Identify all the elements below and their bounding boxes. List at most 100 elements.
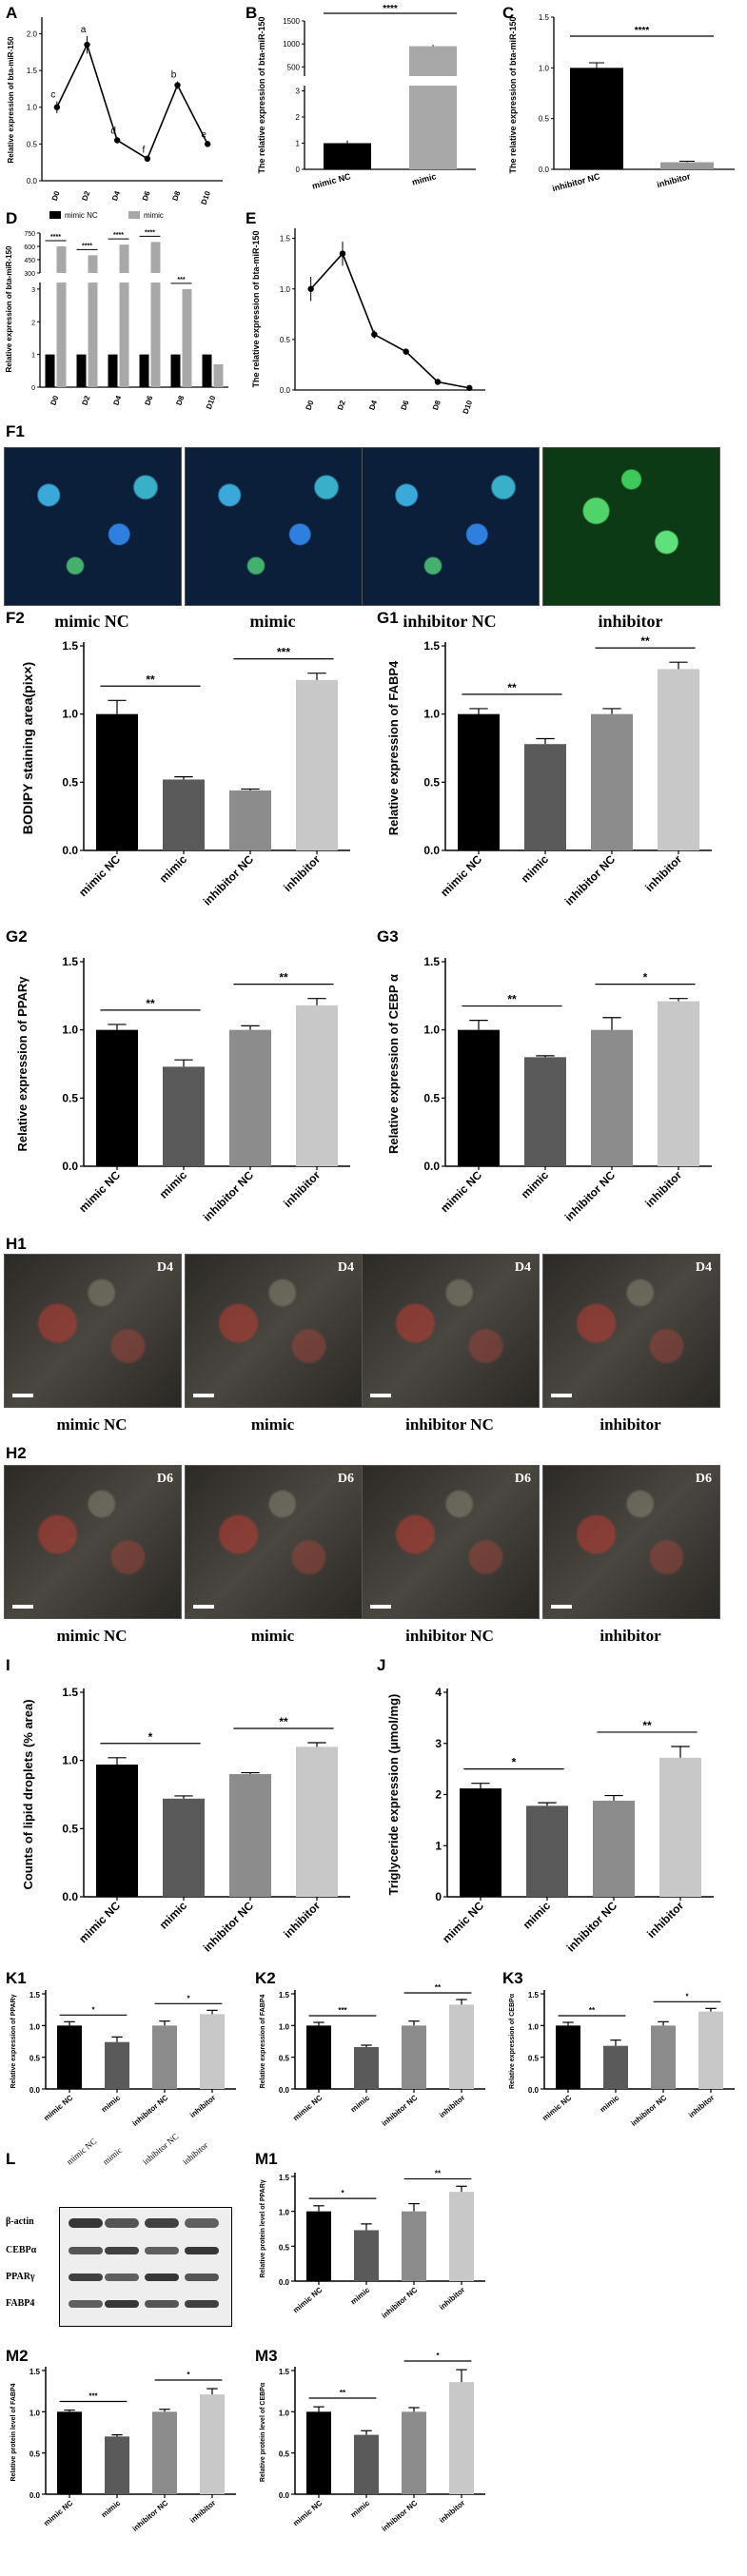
x-tick-label: inhibitor xyxy=(281,1168,323,1210)
y-tick-label: 0.0 xyxy=(539,166,550,174)
oil-red-image: D4 xyxy=(185,1254,363,1408)
panel-label-g2: G2 xyxy=(6,927,28,946)
bar xyxy=(402,2211,426,2281)
y-tick-label: 1 xyxy=(435,1839,442,1852)
y-axis-label: The relative expression of bta-miR-150 xyxy=(257,16,266,173)
y-axis-label: The relative expression of bta-miR-150 xyxy=(251,230,261,387)
x-tick-label: inhibitor xyxy=(644,1899,686,1941)
y-tick-label: 0.5 xyxy=(279,2055,290,2063)
x-tick-label: D10 xyxy=(205,394,218,410)
significance-mark: *** xyxy=(88,2392,98,2401)
x-tick-label: mimic xyxy=(349,2093,372,2114)
data-point xyxy=(403,348,409,355)
significance-mark: **** xyxy=(50,234,61,241)
oil-red-image: D4 xyxy=(4,1254,182,1408)
y-tick-label: 3 xyxy=(296,88,301,96)
fluorescence-caption: mimic xyxy=(249,612,296,631)
significance-mark: **** xyxy=(635,26,650,36)
data-point xyxy=(339,250,346,257)
panel-label-l: L xyxy=(6,2150,16,2168)
bar-mimic xyxy=(182,288,192,387)
y-tick-label: 0 xyxy=(435,1890,442,1903)
x-tick-label: mimic xyxy=(349,2285,372,2306)
y-axis-label: Relative expression of bta-miR-150 xyxy=(5,245,13,372)
x-tick-label: D8 xyxy=(431,399,442,411)
chart-a: 0.0 0.5 1.0 1.5 2.0 c D0 a D2 d D4 f D6 b D8 e D10 Relati… xyxy=(7,17,223,205)
y-tick-label: 1.0 xyxy=(62,708,78,721)
bar xyxy=(96,1764,138,1897)
data-point xyxy=(53,104,61,110)
bar xyxy=(163,1798,205,1897)
oil-red-image: D6 xyxy=(362,1465,540,1619)
bar xyxy=(229,1029,271,1166)
y-tick-label: 0.5 xyxy=(62,775,78,789)
x-tick-label: mimic NC xyxy=(291,2285,324,2314)
x-tick-label: mimic xyxy=(521,1899,554,1932)
significance-mark: * xyxy=(685,1992,689,2000)
y-tick-label: 0.5 xyxy=(539,115,550,124)
x-tick-label: mimic xyxy=(519,1168,552,1201)
significance-mark: * xyxy=(187,2371,190,2379)
y-axis-label: Relative expression of CEBP α xyxy=(386,974,401,1154)
scale-bar xyxy=(370,1605,391,1609)
x-tick-label: mimic xyxy=(519,852,552,886)
bar xyxy=(354,2230,379,2281)
bar xyxy=(296,1747,338,1897)
blot-band xyxy=(145,2247,179,2254)
x-tick-label: D10 xyxy=(462,399,475,415)
bar xyxy=(306,2025,331,2089)
y-tick-label: 1.5 xyxy=(29,2368,41,2376)
bar xyxy=(296,679,338,850)
y-tick-label: 1.5 xyxy=(280,235,291,244)
x-tick-label: mimic xyxy=(411,171,438,186)
oil-red-caption: mimic xyxy=(250,1415,295,1434)
y-tick-label: 1.0 xyxy=(423,708,440,721)
bar xyxy=(603,2045,628,2089)
panel-label-g1: G1 xyxy=(377,609,399,627)
oil-red-caption: mimic NC xyxy=(56,1415,128,1434)
legend-label: mimic xyxy=(144,211,164,220)
y-tick-label: 2 xyxy=(296,113,301,122)
x-tick-label: D0 xyxy=(50,189,62,202)
y-tick-label: 0 xyxy=(31,385,35,392)
bar xyxy=(402,2411,426,2494)
y-tick-label: 0.0 xyxy=(29,2086,41,2095)
bar xyxy=(57,2025,82,2089)
significance-letter: a xyxy=(81,25,87,35)
y-tick-label: 1.0 xyxy=(279,2209,290,2217)
x-tick-label: mimic xyxy=(100,2093,123,2114)
significance-mark: ** xyxy=(435,2170,442,2178)
panel-label-h1: H1 xyxy=(6,1235,27,1253)
blot-band xyxy=(185,2218,219,2228)
y-tick-label: 1.5 xyxy=(539,13,550,22)
y-tick-label: 0.0 xyxy=(62,1890,78,1903)
x-tick-label: D8 xyxy=(174,394,186,406)
y-tick-label: 0.0 xyxy=(29,2491,41,2500)
chart-f2: 0.0 0.5 1.0 1.5 mimic NC mimic inhibitor NC inh… xyxy=(20,639,350,908)
chart-k1: 0.0 0.5 1.0 1.5 mimic NC mimic inhibitor NC inh… xyxy=(10,1990,236,2128)
scale-bar xyxy=(370,1394,391,1397)
y-tick-label: 0.5 xyxy=(27,140,38,148)
scale-bar xyxy=(12,1605,33,1609)
chart-k3: 0.0 0.5 1.0 1.5 mimic NC mimic inhibitor NC inh… xyxy=(509,1990,735,2128)
day-tag: D6 xyxy=(337,1472,354,1486)
x-tick-label: D4 xyxy=(110,189,122,202)
bar xyxy=(458,1029,500,1166)
x-tick-label: mimic NC xyxy=(76,1899,123,1945)
y-tick-label: 0.0 xyxy=(423,844,440,857)
day-tag: D6 xyxy=(695,1472,712,1486)
blot-band xyxy=(69,2274,103,2281)
chart-i: 0.0 0.5 1.0 1.5 mimic NC mimic inhibitor NC inh… xyxy=(21,1686,350,1955)
significance-mark: ** xyxy=(279,971,288,985)
x-tick-label: inhibitor NC xyxy=(629,2094,668,2128)
x-tick-label: inhibitor NC xyxy=(201,1168,257,1224)
chart-g3: 0.0 0.5 1.0 1.5 mimic NC mimic inhibitor NC inh… xyxy=(386,955,712,1224)
fluorescence-image xyxy=(542,447,720,606)
bar xyxy=(354,2434,379,2494)
chart-g2: 0.0 0.5 1.0 1.5 mimic NC mimic inhibitor NC inh… xyxy=(15,955,350,1224)
blot-band xyxy=(105,2300,139,2308)
y-tick-label: 1.5 xyxy=(29,1991,41,2000)
significance-mark: ** xyxy=(507,993,517,1006)
x-tick-label: inhibitor xyxy=(438,2286,466,2312)
x-tick-label: inhibitor NC xyxy=(201,1899,257,1955)
